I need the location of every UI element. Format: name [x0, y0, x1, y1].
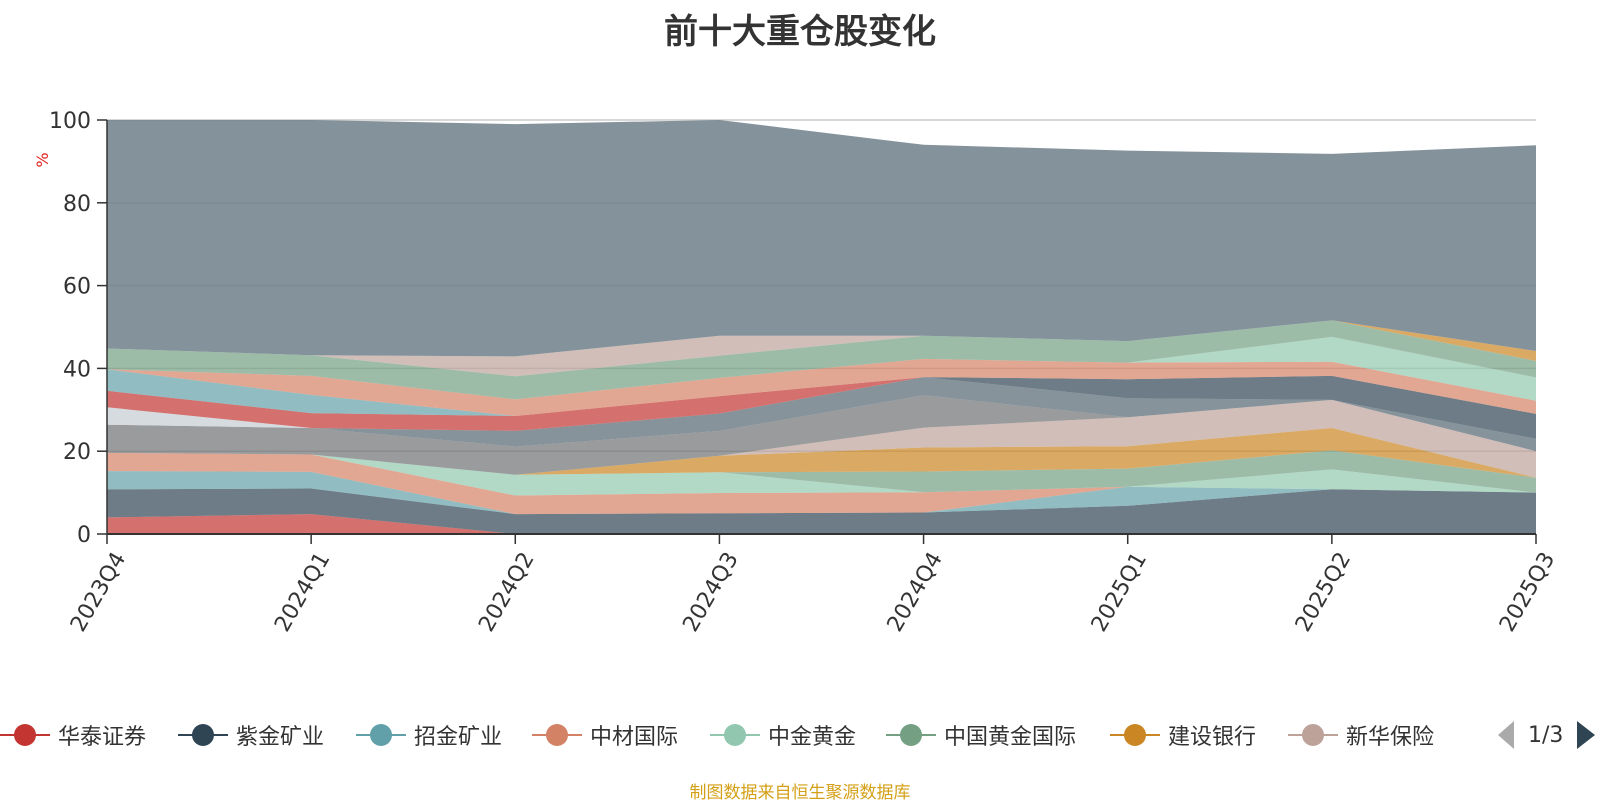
- legend-marker-icon: [178, 718, 228, 752]
- x-tick-label: 2024Q1: [270, 548, 335, 636]
- legend-label: 招金矿业: [414, 725, 503, 750]
- legend-item-7[interactable]: 新华保险: [1288, 718, 1434, 752]
- legend-marker-icon: [1110, 718, 1160, 752]
- x-tick-label: 2025Q3: [1495, 548, 1560, 636]
- legend-marker-icon: [0, 718, 50, 752]
- area-series-8[interactable]: [107, 395, 1536, 475]
- legend-label: 新华保险: [1346, 725, 1435, 750]
- area-series: [107, 120, 1536, 534]
- area-series-9[interactable]: [107, 377, 1536, 452]
- y-tick-label: 40: [63, 357, 91, 382]
- area-series-7[interactable]: [107, 399, 1536, 478]
- area-series-6[interactable]: [107, 428, 1536, 478]
- area-series-3[interactable]: [107, 452, 1536, 515]
- area-series-0[interactable]: [107, 514, 1536, 534]
- data-source-note: 制图数据来自恒生聚源数据库: [689, 783, 911, 803]
- y-tick-label: 20: [63, 440, 91, 465]
- legend-label: 中金黄金: [768, 725, 857, 750]
- x-tick-label: 2024Q3: [678, 548, 743, 636]
- area-series-4[interactable]: [107, 452, 1536, 496]
- y-tick-label: 100: [49, 109, 91, 134]
- legend-item-3[interactable]: 中材国际: [532, 718, 678, 752]
- legend-marker-icon: [710, 718, 760, 752]
- legend-label: 建设银行: [1168, 725, 1257, 750]
- area-series-5[interactable]: [107, 450, 1536, 493]
- y-tick-label: 80: [63, 192, 91, 217]
- x-tick-label: 2024Q4: [883, 548, 948, 636]
- chart-title: 前十大重仓股变化: [664, 12, 936, 52]
- area-series-18[interactable]: [107, 320, 1536, 377]
- legend-pager: 1/3: [1498, 718, 1596, 752]
- legend-marker-icon: [532, 718, 582, 752]
- area-series-2[interactable]: [107, 471, 1536, 515]
- legend-label: 中材国际: [590, 725, 679, 750]
- legend-item-2[interactable]: 招金矿业: [356, 718, 502, 752]
- legend-item-1[interactable]: 紫金矿业: [178, 718, 324, 752]
- x-tick-label: 2024Q2: [474, 548, 539, 636]
- stacked-area-chart: 0 20 40 60 80 100 2023Q4 2024Q1 2024Q2 2024Q3 2024…: [33, 109, 1560, 636]
- legend-marker-icon: [1288, 718, 1338, 752]
- legend-item-0[interactable]: 华泰证券: [0, 718, 146, 752]
- legend-next-page-icon[interactable]: [1577, 721, 1596, 749]
- y-tick-label: 60: [63, 275, 91, 300]
- area-series-12[interactable]: [107, 375, 1536, 439]
- legend-label: 中国黄金国际: [944, 725, 1077, 750]
- x-tick-label: 2023Q4: [66, 548, 131, 636]
- x-tick-label: 2025Q1: [1087, 548, 1152, 636]
- legend-page-indicator: 1/3: [1528, 722, 1564, 748]
- area-series-14[interactable]: [107, 358, 1536, 416]
- legend-item-4[interactable]: 中金黄金: [710, 718, 856, 752]
- legend-label: 紫金矿业: [236, 725, 325, 750]
- legend-marker-icon: [886, 718, 936, 752]
- x-tick-label: 2025Q2: [1291, 548, 1356, 636]
- area-series-19[interactable]: [107, 120, 1536, 357]
- legend-prev-page-icon[interactable]: [1498, 721, 1514, 749]
- legend-item-5[interactable]: 中国黄金国际: [886, 718, 1076, 752]
- legend-marker-icon: [356, 718, 406, 752]
- area-series-16[interactable]: [107, 320, 1536, 400]
- area-series-11[interactable]: [107, 377, 1536, 439]
- y-tick-label: 0: [77, 523, 91, 548]
- legend-label: 华泰证券: [58, 725, 147, 750]
- legend-item-6[interactable]: 建设银行: [1110, 718, 1256, 752]
- y-axis-label: %: [33, 152, 52, 167]
- area-series-1[interactable]: [107, 488, 1536, 535]
